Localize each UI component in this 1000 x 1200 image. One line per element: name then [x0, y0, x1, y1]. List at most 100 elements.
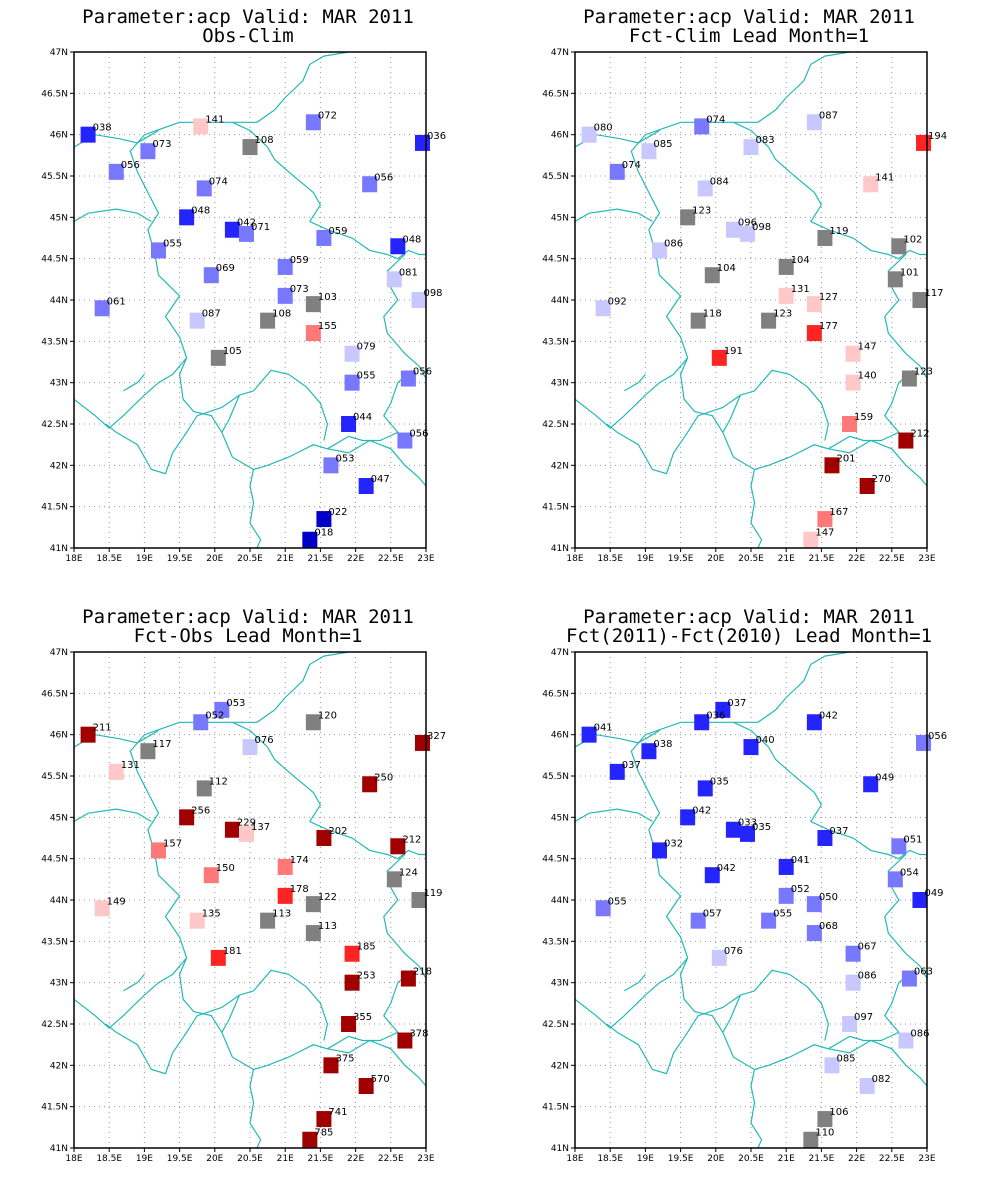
station-value-label: 113: [272, 909, 291, 920]
country-border: [327, 969, 413, 1050]
panel-subtitle: Obs-Clim: [202, 25, 294, 47]
station-marker: [680, 209, 696, 226]
lat-tick-label: 46.5N: [41, 689, 68, 699]
station-value-label: 155: [318, 321, 337, 332]
map-panel: Parameter:acp Valid: MAR 2011Fct(2011)-F…: [542, 606, 947, 1164]
country-border: [733, 52, 850, 123]
country-border: [750, 444, 829, 548]
station-marker: [305, 896, 321, 913]
station-value-label: 123: [692, 205, 711, 216]
station-marker: [859, 478, 875, 494]
station-marker: [344, 345, 360, 362]
country-border: [249, 444, 328, 548]
country-border: [221, 369, 329, 471]
station-marker: [189, 912, 205, 929]
lat-tick-label: 47N: [551, 648, 569, 658]
station-value-label: 106: [829, 1107, 848, 1118]
station-marker: [358, 478, 374, 494]
station-marker: [912, 892, 928, 908]
station-marker: [210, 949, 226, 966]
station-marker: [845, 945, 861, 962]
station-value-label: 057: [703, 909, 722, 920]
panel-subtitle: Fct-Obs Lead Month=1: [134, 625, 363, 647]
lat-tick-label: 45.5N: [542, 772, 569, 782]
station-value-label: 059: [328, 226, 347, 237]
station-value-label: 049: [924, 888, 943, 899]
station-value-label: 201: [836, 453, 855, 464]
lat-tick-label: 46N: [50, 731, 68, 741]
station-value-label: 108: [272, 309, 291, 320]
station-marker: [887, 871, 903, 888]
station-value-label: 250: [374, 772, 393, 783]
lat-tick-label: 44N: [50, 296, 68, 306]
lat-tick-label: 46N: [50, 131, 68, 141]
station-value-label: 044: [353, 412, 372, 423]
station-marker: [651, 242, 667, 259]
station-marker: [305, 925, 321, 942]
station-marker: [711, 949, 727, 966]
station-marker: [316, 230, 332, 246]
station-value-label: 050: [819, 892, 838, 903]
station-value-label: 055: [608, 896, 627, 907]
station-marker: [803, 531, 819, 548]
lon-tick-label: 21.5E: [308, 1154, 334, 1164]
lon-tick-label: 22.5E: [378, 1154, 404, 1164]
lon-tick-label: 21.5E: [809, 1154, 835, 1164]
station-value-label: 157: [163, 838, 182, 849]
station-value-label: 055: [357, 371, 376, 382]
country-border: [327, 369, 413, 450]
station-marker: [863, 776, 879, 793]
lat-tick-label: 42.5N: [542, 420, 569, 430]
station-marker: [803, 1131, 819, 1148]
lat-tick-label: 44.5N: [41, 855, 68, 865]
station-value-label: 051: [903, 834, 922, 845]
country-border: [74, 208, 152, 223]
station-value-label: 229: [237, 818, 256, 829]
station-marker: [224, 221, 240, 238]
station-marker: [761, 912, 777, 929]
panel-title: Parameter:acp Valid: MAR 2011: [82, 606, 414, 628]
station-marker: [651, 842, 667, 859]
station-marker: [739, 825, 755, 842]
station-marker: [887, 271, 903, 288]
lat-tick-label: 46.5N: [542, 89, 569, 99]
station-value-label: 073: [290, 284, 309, 295]
station-marker: [316, 1111, 332, 1128]
station-marker: [704, 267, 720, 284]
station-value-label: 086: [858, 971, 877, 982]
station-value-label: 140: [858, 371, 877, 382]
station-value-label: 042: [237, 218, 256, 229]
lat-tick-label: 43N: [551, 379, 569, 389]
station-value-label: 141: [875, 172, 894, 183]
lon-tick-label: 21E: [778, 554, 795, 564]
lat-tick-label: 47N: [50, 48, 68, 58]
station-value-label: 167: [829, 507, 848, 518]
station-marker: [242, 139, 258, 156]
country-border: [105, 994, 240, 1075]
station-marker: [305, 296, 321, 313]
station-marker: [203, 267, 219, 284]
station-value-label: 042: [692, 805, 711, 816]
country-border: [105, 394, 240, 475]
station-value-label: 048: [191, 205, 210, 216]
station-marker: [277, 887, 293, 904]
lat-tick-label: 42.5N: [41, 1020, 68, 1030]
station-marker: [150, 242, 166, 259]
station-value-label: 086: [910, 1029, 929, 1040]
lon-tick-label: 21E: [277, 1154, 294, 1164]
station-value-label: 191: [724, 346, 743, 357]
country-border: [679, 957, 724, 1033]
station-marker: [305, 714, 321, 731]
country-border: [327, 1039, 426, 1087]
country-border: [178, 357, 223, 433]
station-marker: [824, 457, 840, 474]
lat-tick-label: 45.5N: [542, 172, 569, 182]
station-marker: [704, 867, 720, 884]
station-marker: [891, 238, 907, 255]
station-marker: [140, 743, 156, 760]
station-marker: [778, 287, 794, 304]
station-value-label: 053: [226, 698, 245, 709]
station-value-label: 076: [255, 735, 274, 746]
station-marker: [341, 416, 357, 432]
